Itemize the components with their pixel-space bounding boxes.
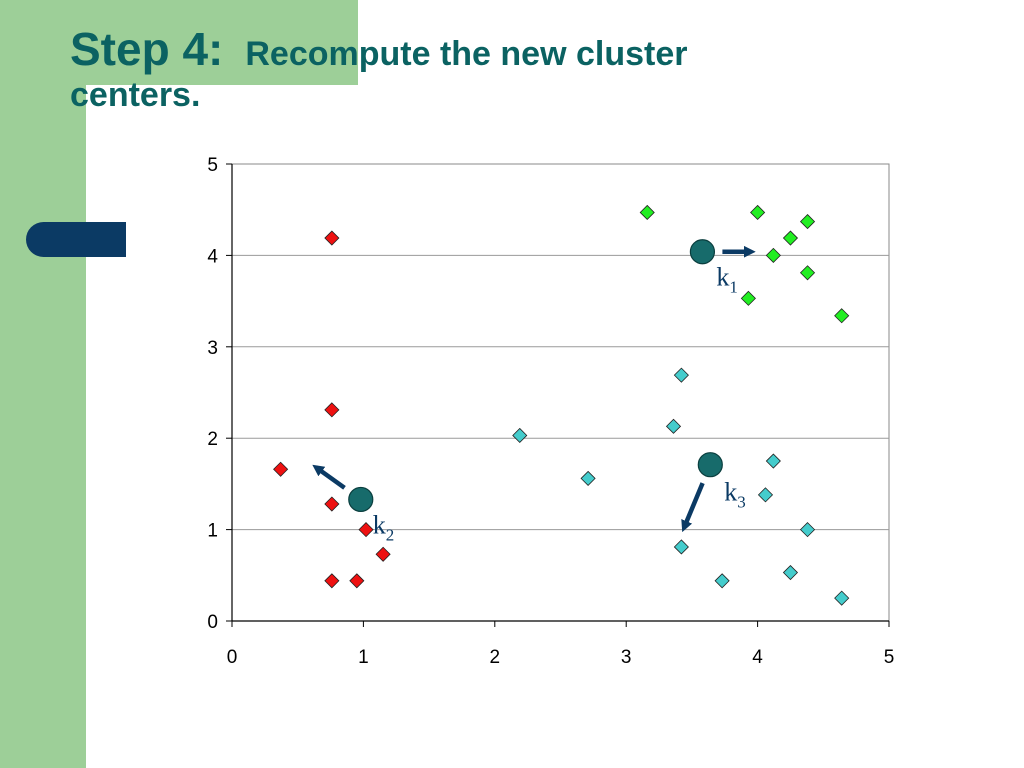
center-label-subscript: 1 [729,278,738,297]
data-point [782,564,799,581]
x-tick-label: 0 [227,647,238,668]
data-point [349,573,365,589]
plot-area [231,163,890,622]
data-point [375,546,391,562]
data-point [273,461,289,477]
data-point [834,308,850,324]
cluster-center [689,239,716,265]
data-point [358,522,374,538]
center-label-subscript: 2 [386,525,395,544]
data-point [324,573,340,589]
data-point [834,590,850,606]
data-point [673,367,689,383]
data-point [782,230,799,246]
data-point [324,496,340,512]
x-tick-label: 3 [621,647,632,668]
data-point [639,204,655,221]
data-point [512,427,528,444]
data-point [665,418,682,434]
data-point [324,402,340,418]
cluster-center [348,486,374,513]
center-arrow [681,482,705,533]
y-tick-label: 4 [207,246,218,267]
data-point [799,265,816,281]
data-point [740,290,756,306]
x-tick-label: 2 [490,647,501,668]
data-point [580,470,596,486]
y-tick-label: 5 [207,155,218,176]
y-tick-label: 1 [207,521,218,542]
x-tick-label: 5 [884,647,895,668]
data-point [750,204,766,221]
y-tick-label: 0 [207,612,218,633]
data-point [673,539,689,555]
data-point [757,487,774,503]
data-point [765,247,781,263]
y-tick-label: 2 [207,429,218,450]
data-point [714,573,730,589]
data-point [324,230,340,246]
tab-decoration [26,222,126,257]
x-tick-label: 1 [358,647,369,668]
title-rest: Recompute the new cluster [245,35,688,73]
title-step: Step 4: [70,23,224,75]
center-label-subscript: 3 [737,493,746,512]
center-arrow [312,464,346,490]
sidebar-decoration [0,0,86,768]
x-tick-label: 4 [752,647,763,668]
data-point [799,214,816,230]
title-line2: centers. [70,76,201,114]
data-point [799,522,816,538]
slide-title: Step 4: Recompute the new cluster centers… [70,26,970,112]
cluster-center [697,452,723,478]
y-tick-label: 3 [207,338,218,359]
data-point [765,453,781,469]
header-decoration [0,0,358,85]
